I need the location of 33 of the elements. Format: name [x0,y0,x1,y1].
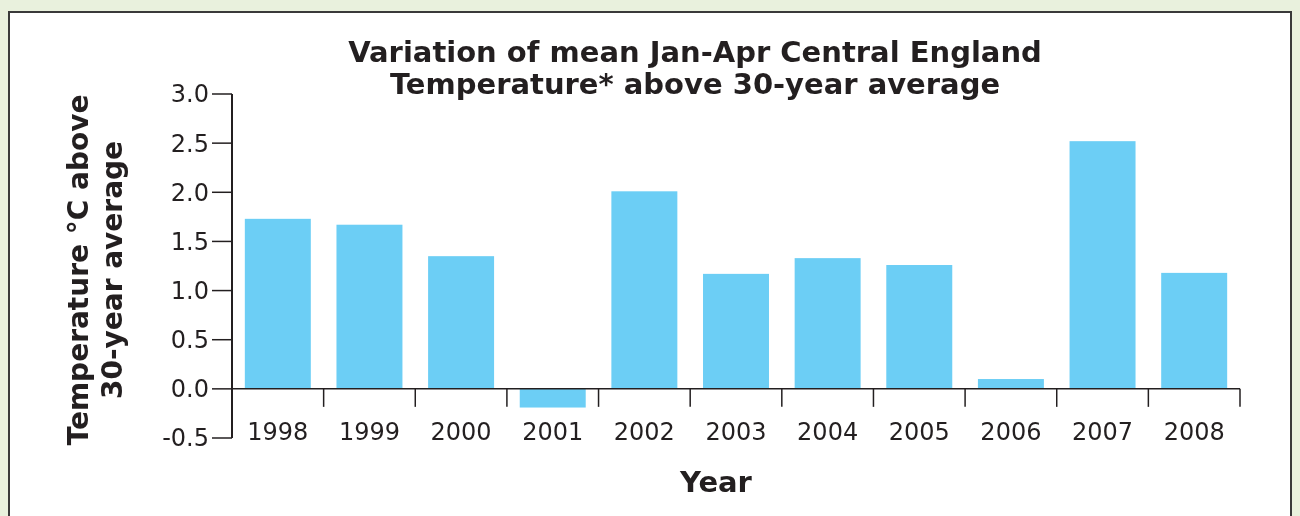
y-tick-label: 1.0 [170,276,209,305]
bar [1161,272,1228,389]
bar [703,273,769,389]
y-tick-label: 2.5 [170,129,209,158]
chart-title: Variation of mean Jan-Apr Central England Temperature* above 30-year average [348,35,1042,101]
y-tick-label: -0.5 [162,424,209,453]
y-tick-label: 0.0 [170,375,209,404]
x-tick-label: 1998 [247,417,309,446]
bar [519,388,586,408]
x-tick-label: 2004 [797,417,859,446]
x-tick-label: 1999 [338,417,400,446]
bar [977,379,1044,389]
bar [1069,141,1136,389]
y-axis-title: Temperature °C above 30-year average [62,94,129,446]
x-tick-label: 2001 [522,417,584,446]
y-tick-label: 3.0 [170,80,209,109]
x-axis-title: Year [679,465,753,499]
x-tick-label: 2005 [888,417,950,446]
x-tick-label: 2006 [980,417,1042,446]
bar [886,265,953,389]
bar [794,258,861,389]
y-tick-label: 0.5 [170,326,209,355]
x-tick-label: 2003 [705,417,767,446]
x-tick-label: 2002 [613,417,675,446]
x-tick-label: 2007 [1072,417,1134,446]
bar [244,218,311,389]
bar [336,224,403,389]
y-tick-label: 1.5 [170,227,209,256]
bar [428,256,495,389]
bar [611,191,678,389]
x-tick-label: 2008 [1163,417,1225,446]
x-tick-label: 2000 [430,417,492,446]
y-tick-label: 2.0 [170,178,209,207]
